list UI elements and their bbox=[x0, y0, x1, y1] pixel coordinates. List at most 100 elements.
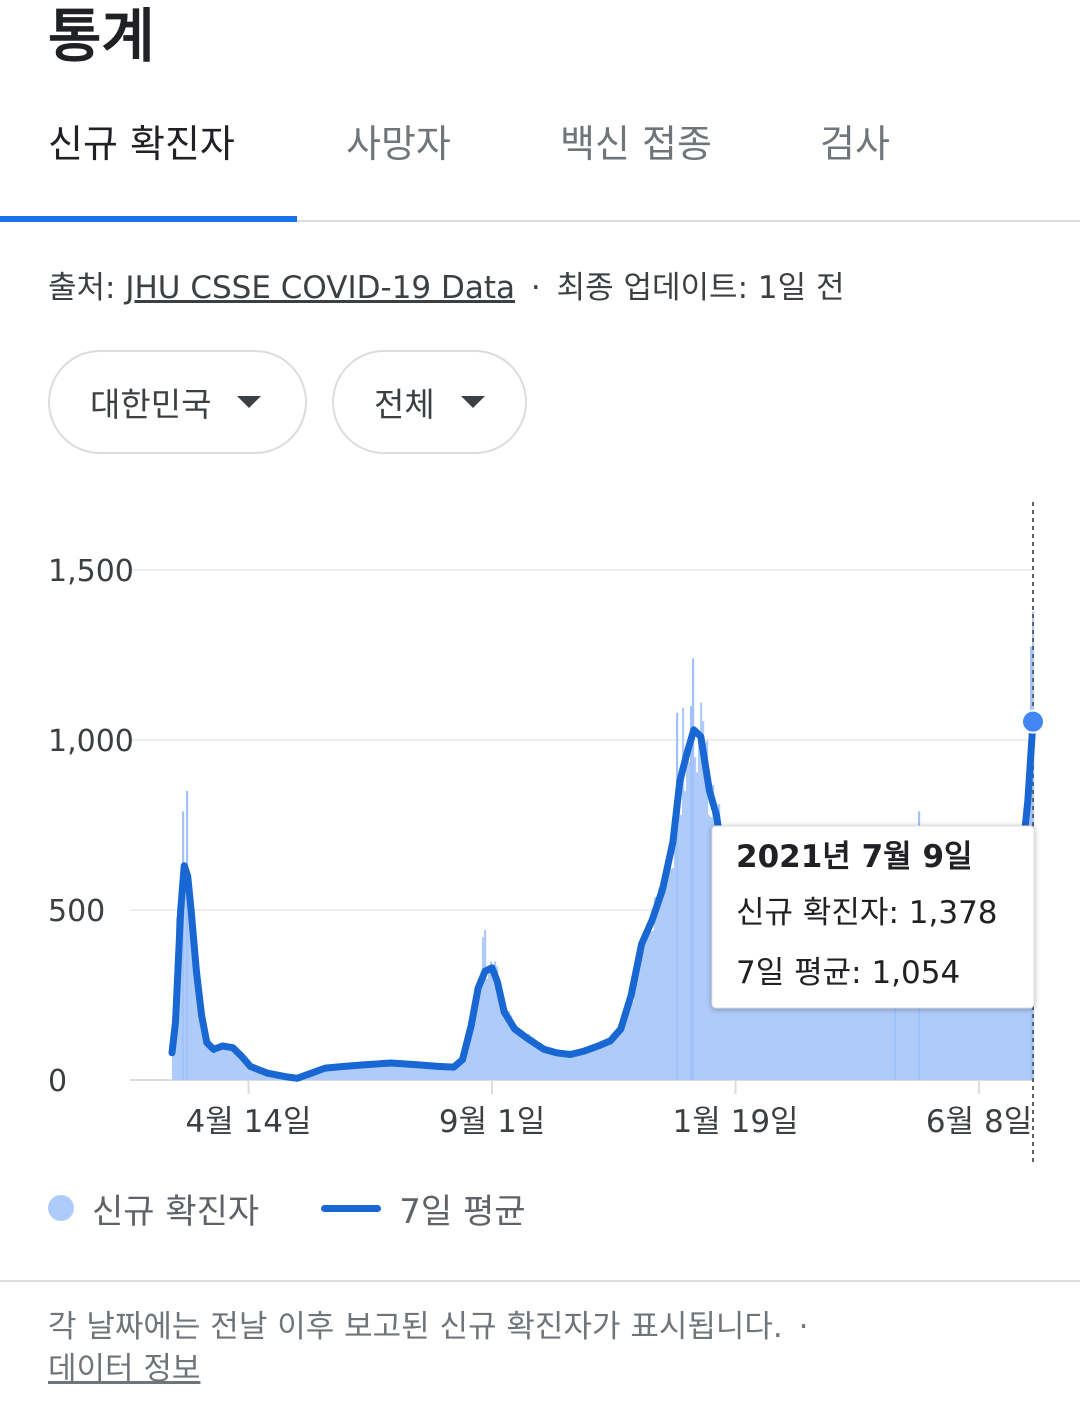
daily-bar bbox=[178, 980, 181, 1080]
daily-bar bbox=[790, 948, 793, 1080]
y-tick-label: 500 bbox=[48, 894, 105, 929]
daily-bar bbox=[624, 1021, 627, 1080]
daily-bar bbox=[562, 1052, 565, 1080]
daily-bar bbox=[352, 1066, 355, 1080]
legend-line-swatch bbox=[321, 1204, 382, 1212]
daily-bar bbox=[582, 1052, 585, 1080]
daily-bar bbox=[426, 1065, 429, 1080]
daily-bar bbox=[688, 761, 691, 1080]
last-updated: 최종 업데이트: 1일 전 bbox=[556, 270, 845, 306]
data-info-link[interactable]: 데이터 정보 bbox=[48, 1351, 201, 1387]
footer-note: 각 날짜에는 전날 이후 보고된 신규 확진자가 표시됩니다. · 데이터 정보 bbox=[48, 1306, 1028, 1390]
daily-bar bbox=[608, 1043, 611, 1080]
daily-bar bbox=[460, 1060, 463, 1080]
daily-bar bbox=[234, 1047, 237, 1080]
daily-bar bbox=[466, 1042, 469, 1080]
daily-bar bbox=[324, 1068, 327, 1080]
y-tick-label: 0 bbox=[48, 1064, 67, 1099]
daily-bar bbox=[382, 1061, 385, 1080]
daily-bar bbox=[606, 1041, 609, 1080]
daily-bar bbox=[618, 1031, 621, 1080]
active-tab-indicator bbox=[0, 216, 297, 222]
daily-bar bbox=[764, 951, 767, 1080]
daily-bar bbox=[432, 1067, 435, 1080]
daily-bar bbox=[558, 1053, 561, 1080]
daily-bar bbox=[534, 1044, 537, 1080]
daily-bar bbox=[172, 1055, 175, 1080]
chart-tooltip: 2021년 7월 9일 신규 확진자: 1,378 7일 평균: 1,054 bbox=[711, 825, 1035, 1009]
daily-bar bbox=[470, 1032, 473, 1080]
tooltip-average: 7일 평균: 1,054 bbox=[736, 955, 960, 991]
daily-bar bbox=[512, 1024, 515, 1080]
daily-bar bbox=[356, 1066, 359, 1080]
tab-new-cases[interactable]: 신규 확진자 bbox=[48, 122, 235, 166]
dropdown-caret-icon bbox=[237, 396, 262, 408]
tab-tests[interactable]: 검사 bbox=[820, 122, 890, 166]
daily-bar bbox=[586, 1047, 589, 1080]
daily-bar bbox=[682, 707, 685, 1080]
daily-bar bbox=[550, 1050, 553, 1080]
region-dropdown[interactable]: 대한민국 bbox=[48, 350, 307, 454]
daily-bar bbox=[406, 1065, 409, 1080]
daily-bar bbox=[258, 1070, 261, 1080]
tab-deaths[interactable]: 사망자 bbox=[346, 122, 451, 166]
daily-bar bbox=[664, 890, 667, 1080]
daily-bar bbox=[650, 931, 653, 1080]
daily-bar bbox=[380, 1065, 383, 1080]
daily-bar bbox=[580, 1053, 583, 1080]
legend-bars-label: 신규 확진자 bbox=[92, 1191, 260, 1232]
daily-bar bbox=[626, 1004, 629, 1080]
daily-bar bbox=[500, 995, 503, 1080]
daily-bar bbox=[826, 947, 829, 1080]
daily-bar bbox=[792, 940, 795, 1080]
y-tick-label: 1,500 bbox=[48, 554, 134, 589]
source-link[interactable]: JHU CSSE COVID-19 Data bbox=[125, 270, 516, 306]
daily-bar bbox=[236, 1048, 239, 1080]
legend-bars-swatch bbox=[48, 1195, 74, 1221]
daily-bar bbox=[604, 1042, 607, 1080]
daily-bar bbox=[710, 817, 713, 1080]
daily-bar bbox=[480, 979, 483, 1080]
daily-bar bbox=[818, 938, 821, 1080]
daily-bar bbox=[634, 983, 637, 1080]
region-dropdown-label: 대한민국 bbox=[90, 385, 212, 424]
daily-bar bbox=[572, 1053, 575, 1080]
daily-bar bbox=[348, 1066, 351, 1080]
daily-bar bbox=[768, 940, 771, 1080]
x-tick-label: 9월 1일 bbox=[439, 1104, 545, 1140]
daily-bar bbox=[672, 868, 675, 1080]
daily-bar bbox=[218, 1050, 221, 1080]
daily-bar bbox=[468, 1037, 471, 1080]
daily-bar bbox=[384, 1061, 387, 1080]
scope-dropdown[interactable]: 전체 bbox=[332, 350, 527, 454]
daily-bar bbox=[244, 1059, 247, 1080]
daily-bar bbox=[262, 1071, 265, 1080]
daily-bar bbox=[636, 978, 639, 1080]
cases-chart[interactable]: 1,500 1,000 500 0 4월 14일 9월 1일 1월 19일 6월 8일 20… bbox=[0, 490, 1080, 1170]
daily-bar bbox=[538, 1046, 541, 1080]
daily-bar bbox=[238, 1051, 241, 1080]
daily-bar bbox=[332, 1066, 335, 1080]
daily-bar bbox=[194, 928, 197, 1080]
daily-bar bbox=[340, 1067, 343, 1080]
daily-bar bbox=[376, 1064, 379, 1080]
daily-bar bbox=[474, 1010, 477, 1080]
daily-bar bbox=[484, 930, 487, 1080]
daily-bar bbox=[668, 860, 671, 1080]
x-tick-label: 6월 8일 bbox=[926, 1104, 1032, 1140]
daily-bar bbox=[412, 1065, 415, 1080]
daily-bar bbox=[202, 1017, 205, 1080]
x-axis-ticks bbox=[247, 1080, 981, 1094]
daily-bar bbox=[452, 1066, 455, 1080]
daily-bar bbox=[408, 1062, 411, 1080]
x-tick-label: 4월 14일 bbox=[185, 1104, 311, 1140]
daily-bar bbox=[520, 1033, 523, 1080]
daily-bar bbox=[532, 1037, 535, 1080]
legend-line-label: 7일 평균 bbox=[399, 1191, 526, 1232]
footer-divider bbox=[0, 1280, 1080, 1282]
daily-bar bbox=[364, 1065, 367, 1080]
daily-bar bbox=[692, 658, 695, 1080]
daily-bar bbox=[622, 1024, 625, 1080]
daily-bar bbox=[570, 1057, 573, 1080]
tab-vaccination[interactable]: 백신 접종 bbox=[560, 122, 712, 166]
